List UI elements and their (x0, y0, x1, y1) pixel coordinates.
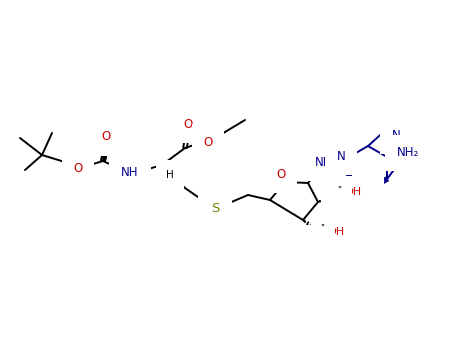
Text: O: O (102, 132, 111, 145)
Text: ": " (313, 235, 318, 245)
Text: O: O (276, 168, 286, 182)
Text: O: O (73, 161, 83, 175)
Text: O: O (101, 131, 111, 144)
Text: O: O (183, 119, 192, 132)
Text: ": " (332, 187, 336, 197)
Text: OH: OH (327, 227, 344, 237)
Text: OH: OH (346, 187, 363, 197)
Text: NH: NH (121, 166, 139, 178)
Text: S: S (211, 202, 219, 215)
Text: H: H (166, 170, 174, 180)
Text: N: N (337, 150, 345, 163)
Text: O: O (203, 135, 212, 148)
Text: N: N (392, 129, 401, 142)
Text: OH: OH (328, 235, 345, 245)
Text: '': '' (320, 224, 325, 232)
Text: NH: NH (315, 156, 333, 169)
Text: NH₂: NH₂ (397, 147, 419, 160)
Text: N: N (364, 175, 372, 189)
Text: OH: OH (344, 187, 361, 197)
Text: '': '' (338, 186, 343, 195)
